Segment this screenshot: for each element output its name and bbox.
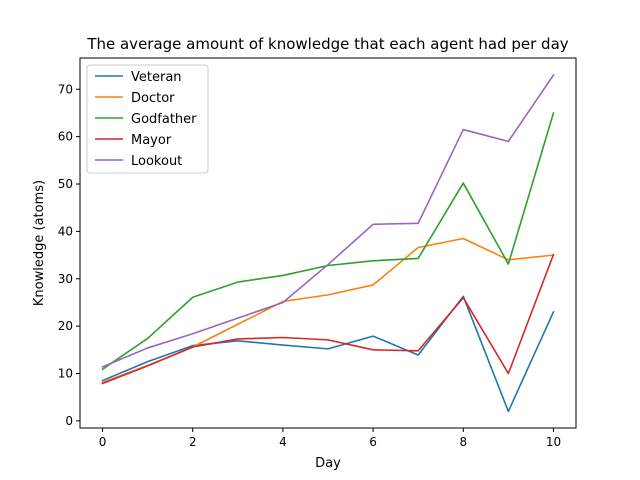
x-tick-label: 2 (189, 435, 197, 449)
legend-box (86, 64, 209, 174)
x-tick-label: 0 (99, 435, 107, 449)
legend-label-doctor: Doctor (131, 91, 175, 106)
legend-label-veteran: Veteran (131, 70, 182, 85)
legend-label-lookout: Lookout (131, 154, 182, 169)
y-tick-label: 70 (58, 82, 73, 96)
series-line-lookout (101, 73, 555, 368)
y-tick-label: 30 (58, 272, 73, 286)
x-axis: 0 2 4 6 8 10 (99, 428, 561, 449)
y-tick-label: 40 (58, 224, 73, 238)
legend-label-godfather: Godfather (131, 112, 197, 127)
plot-area (79, 57, 577, 429)
x-tick-label: 4 (279, 435, 287, 449)
y-axis: 0 10 20 30 40 50 60 70 (58, 82, 80, 428)
series-line-mayor (101, 253, 555, 385)
series-line-veteran (101, 295, 555, 413)
y-tick-label: 60 (58, 130, 73, 144)
x-tick-label: 6 (369, 435, 377, 449)
x-tick-label: 8 (459, 435, 467, 449)
legend-label-mayor: Mayor (131, 133, 172, 148)
y-tick-label: 50 (58, 177, 73, 191)
y-tick-label: 10 (58, 367, 73, 381)
legend: Veteran Doctor Godfather Mayor Lookout (86, 64, 209, 174)
y-tick-label: 0 (65, 414, 73, 428)
series-lines (101, 73, 555, 413)
y-axis-label: Knowledge (atoms) (32, 180, 47, 306)
x-axis-label: Day (315, 456, 341, 471)
y-tick-label: 20 (58, 319, 73, 333)
x-tick-label: 10 (546, 435, 561, 449)
series-line-doctor (101, 237, 555, 384)
chart-title: The average amount of knowledge that eac… (86, 35, 568, 53)
